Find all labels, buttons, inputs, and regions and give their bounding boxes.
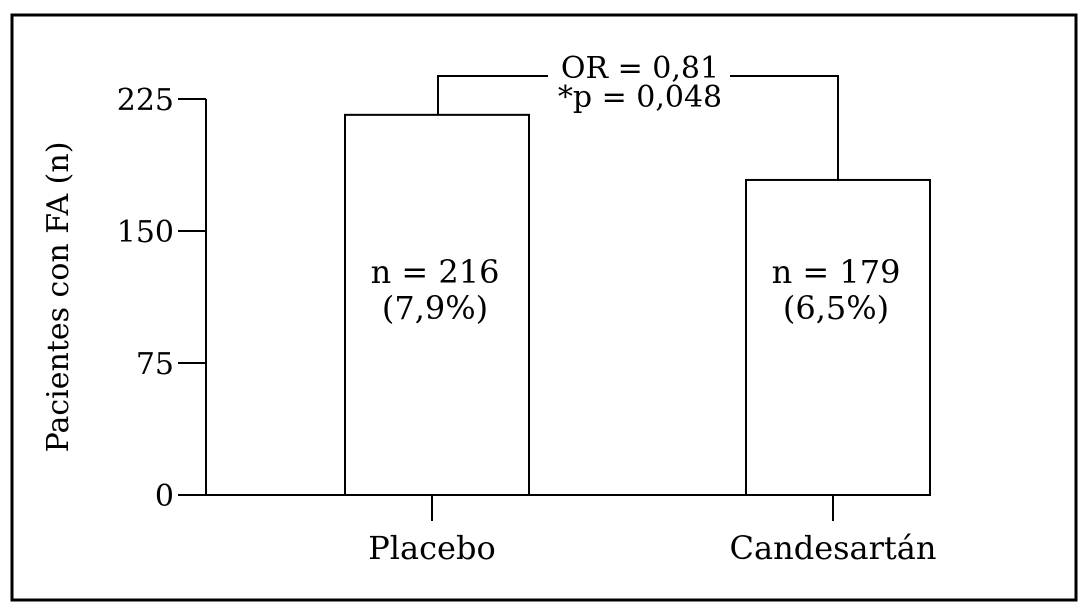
significance-bracket: OR = 0,81 *p = 0,048 [437, 51, 839, 180]
y-tick-label: 0 [155, 479, 174, 514]
odds-ratio-label: OR = 0,81 [561, 51, 719, 86]
bar-percent-label: (7,9%) [382, 289, 488, 327]
bar-count-label: n = 179 [772, 253, 901, 291]
bracket-label-background [548, 60, 730, 92]
bar-count-label: n = 216 [371, 253, 500, 291]
y-axis-title: Pacientes con FA (n) [41, 142, 76, 453]
y-tick-label: 225 [117, 83, 174, 118]
bar [745, 178, 931, 497]
y-tick-label: 75 [136, 347, 174, 382]
bar-percent-label: (6,5%) [783, 289, 889, 327]
p-value-label: *p = 0,048 [558, 80, 722, 115]
x-ticks: Placebo Candesartán [368, 495, 936, 567]
chart-frame [10, 13, 1078, 602]
x-tick-label: Candesartán [730, 529, 937, 567]
x-tick-label: Placebo [368, 529, 495, 567]
y-tick-label: 150 [117, 215, 174, 250]
bars: n = 216(7,9%) n = 179(6,5%) [344, 113, 931, 497]
y-ticks: 0 75 150 225 [117, 83, 206, 514]
